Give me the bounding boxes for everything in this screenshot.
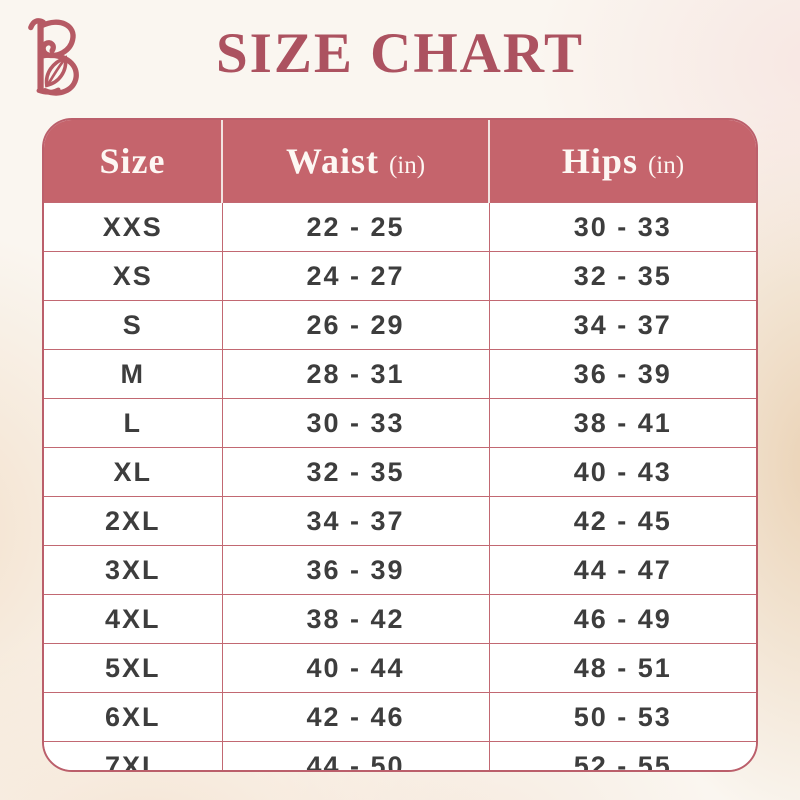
table-body: XXS 22 - 25 30 - 33 XS 24 - 27 32 - 35 S… [44,202,756,770]
cell-size: 4XL [44,594,223,644]
cell-waist: 24 - 27 [221,251,490,301]
cell-waist: 22 - 25 [221,202,490,252]
table-header: Size Waist (in) Hips (in) [44,120,756,203]
cell-size: 6XL [44,692,223,742]
cell-waist: 38 - 42 [221,594,490,644]
header-label: Hips [561,141,638,181]
cell-size: 3XL [44,545,223,595]
cell-waist: 32 - 35 [221,447,490,497]
brand-b-leaf-icon [26,16,80,96]
cell-hips: 30 - 33 [488,202,756,252]
table-row: 4XL 38 - 42 46 - 49 [44,594,756,644]
size-chart-table: Size Waist (in) Hips (in) XXS 22 - 25 30… [42,118,758,772]
cell-size: S [44,300,223,350]
table-row: 5XL 40 - 44 48 - 51 [44,643,756,693]
cell-waist: 44 - 50 [221,741,490,770]
header-unit: (in) [647,152,685,179]
cell-hips: 52 - 55 [488,741,756,770]
cell-size: M [44,349,223,399]
header-row: Size Waist (in) Hips (in) [44,120,756,203]
cell-size: XS [44,251,223,301]
cell-hips: 36 - 39 [488,349,756,399]
table-row: S 26 - 29 34 - 37 [44,300,756,350]
header-label: Waist [285,141,379,181]
table-row: XS 24 - 27 32 - 35 [44,251,756,301]
table-row: XL 32 - 35 40 - 43 [44,447,756,497]
cell-size: 2XL [44,496,223,546]
table-row: M 28 - 31 36 - 39 [44,349,756,399]
cell-hips: 48 - 51 [488,643,756,693]
header-cell-size: Size [44,120,222,203]
header-label: Size [99,141,166,181]
table-row: XXS 22 - 25 30 - 33 [44,202,756,252]
cell-waist: 36 - 39 [221,545,490,595]
cell-size: L [44,398,223,448]
header-unit: (in) [388,152,426,179]
cell-hips: 42 - 45 [488,496,756,546]
table-row: 3XL 36 - 39 44 - 47 [44,545,756,595]
table-row: 6XL 42 - 46 50 - 53 [44,692,756,742]
cell-hips: 38 - 41 [488,398,756,448]
cell-size: 7XL [44,741,223,770]
page-title: SIZE CHART [215,22,584,85]
table-row: 7XL 44 - 50 52 - 55 [44,741,756,770]
header-cell-hips: Hips (in) [488,120,756,203]
cell-waist: 40 - 44 [221,643,490,693]
cell-waist: 34 - 37 [221,496,490,546]
header-cell-waist: Waist (in) [221,120,489,203]
cell-hips: 32 - 35 [488,251,756,301]
cell-waist: 30 - 33 [221,398,490,448]
cell-waist: 42 - 46 [221,692,490,742]
table-row: L 30 - 33 38 - 41 [44,398,756,448]
table-row: 2XL 34 - 37 42 - 45 [44,496,756,546]
cell-hips: 40 - 43 [488,447,756,497]
cell-size: 5XL [44,643,223,693]
cell-hips: 46 - 49 [488,594,756,644]
cell-hips: 34 - 37 [488,300,756,350]
cell-waist: 28 - 31 [221,349,490,399]
cell-size: XL [44,447,223,497]
cell-size: XXS [44,202,223,252]
cell-hips: 50 - 53 [488,692,756,742]
cell-waist: 26 - 29 [221,300,490,350]
cell-hips: 44 - 47 [488,545,756,595]
